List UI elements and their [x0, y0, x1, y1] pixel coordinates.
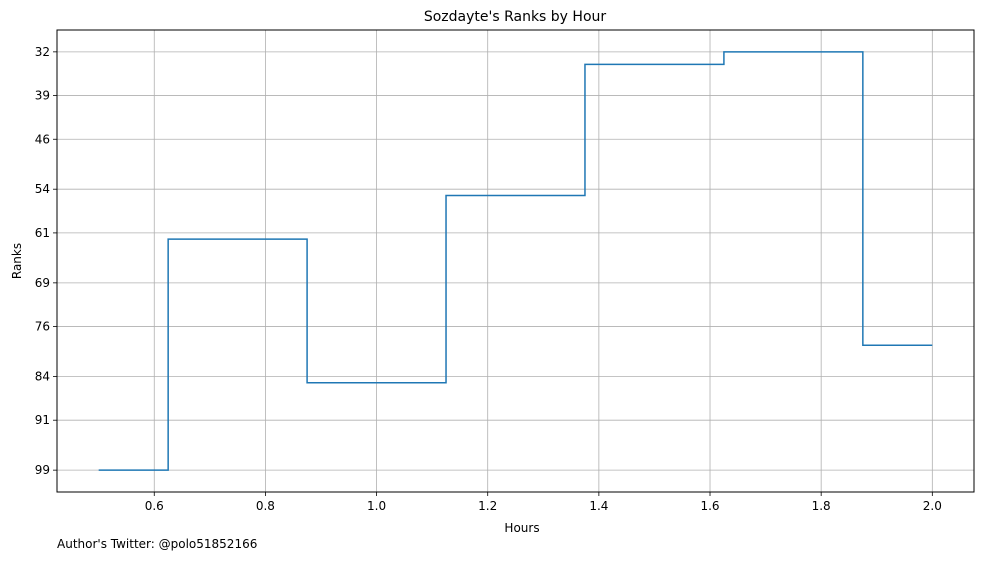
x-tick-label: 1.2	[478, 499, 497, 513]
x-tick-label: 1.4	[589, 499, 608, 513]
x-tick-label: 1.8	[812, 499, 831, 513]
rank-step-line	[98, 51, 933, 471]
y-tick-label: 69	[35, 276, 50, 290]
y-axis-label: Ranks	[10, 243, 24, 279]
x-ticks: 0.6 0.8 1.0 1.2 1.4 1.6 1.8 2.0	[145, 492, 942, 513]
y-tick-label: 61	[35, 226, 50, 240]
y-tick-label: 46	[35, 132, 50, 146]
x-tick-label: 1.6	[700, 499, 719, 513]
x-tick-label: 0.6	[145, 499, 164, 513]
plot-frame	[56, 29, 975, 493]
grid-lines	[57, 30, 974, 492]
y-tick-label: 32	[35, 45, 50, 59]
y-tick-label: 84	[35, 370, 50, 384]
x-tick-label: 0.8	[256, 499, 275, 513]
author-credit: Author's Twitter: @polo51852166	[57, 537, 258, 551]
y-tick-label: 76	[35, 320, 50, 334]
series-layer	[98, 51, 933, 471]
y-tick-label: 91	[35, 413, 50, 427]
y-tick-label: 99	[35, 463, 50, 477]
chart-title: Sozdayte's Ranks by Hour	[424, 9, 607, 25]
y-tick-label: 54	[35, 182, 50, 196]
x-tick-label: 1.0	[367, 499, 386, 513]
x-tick-label: 2.0	[923, 499, 942, 513]
y-tick-label: 39	[35, 89, 50, 103]
y-ticks: 32 39 46 54 61 69 76 84 91 99	[35, 45, 57, 477]
x-axis-label: Hours	[504, 521, 539, 535]
